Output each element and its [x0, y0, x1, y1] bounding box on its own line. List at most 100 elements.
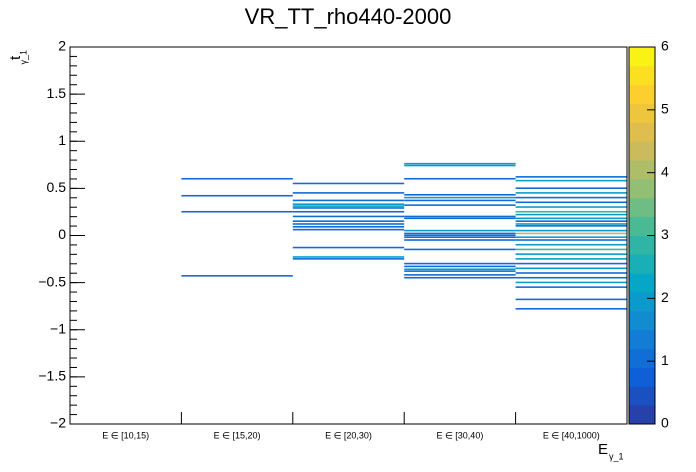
- heat-cell: [292, 205, 405, 207]
- heat-cell: [515, 281, 627, 284]
- heat-cell: [292, 215, 405, 218]
- heat-cell: [515, 179, 627, 182]
- heat-cell: [515, 267, 627, 270]
- heat-cell: [292, 210, 405, 213]
- colorbar-step: [629, 367, 655, 387]
- heat-cell: [404, 215, 516, 218]
- colorbar-step: [629, 254, 655, 274]
- y-axis-label-sub: γ_1: [18, 50, 28, 65]
- heat-cell: [515, 229, 627, 232]
- heat-cell: [404, 217, 516, 220]
- heat-cell: [404, 229, 516, 232]
- heat-cell: [404, 236, 516, 238]
- heat-cell: [515, 308, 627, 310]
- heat-cell: [404, 270, 516, 272]
- heat-cell: [404, 164, 516, 167]
- heat-cell: [515, 258, 627, 260]
- y-tick-label: 1.5: [47, 85, 67, 101]
- heat-cell: [404, 262, 516, 265]
- heat-cell: [292, 199, 405, 202]
- colorbar-step: [629, 273, 655, 293]
- colorbar-step: [629, 329, 655, 350]
- heat-cell: [404, 265, 516, 268]
- heat-cell: [404, 193, 516, 196]
- z-tick-label: 1: [661, 352, 669, 368]
- colorbar-step: [629, 141, 655, 161]
- heat-cell: [181, 194, 293, 197]
- y-axis-label: t: [7, 55, 24, 60]
- colorbar-step: [629, 47, 655, 67]
- x-tick-label: E ∈ [20,30): [325, 430, 372, 440]
- x-tick-label: E ∈ [30,40): [436, 430, 483, 440]
- colorbar-step: [629, 160, 655, 180]
- heat-cell: [404, 196, 516, 199]
- y-tick-label: −1.5: [38, 368, 66, 384]
- heat-cell: [515, 196, 627, 199]
- heat-cell: [515, 223, 627, 225]
- heat-cell: [515, 232, 627, 235]
- heat-cell: [404, 239, 516, 241]
- x-tick-label: E ∈ [10,15): [102, 430, 149, 440]
- x-axis-label-sub: γ_1: [609, 451, 624, 461]
- heat-cell: [515, 176, 627, 178]
- chart-title: VR_TT_rho440-2000: [245, 4, 452, 29]
- colorbar-step: [629, 197, 655, 218]
- heatmap-cells: [181, 162, 627, 310]
- heat-cell: [292, 226, 405, 228]
- z-tick-label: 3: [661, 226, 669, 242]
- heat-cell: [292, 258, 405, 260]
- heat-cell: [292, 223, 405, 225]
- heat-cell: [292, 256, 405, 258]
- heat-cell: [404, 276, 516, 279]
- heat-cell: [515, 239, 627, 241]
- heat-cell: [515, 276, 627, 279]
- y-axis-label-group: t γ_1: [7, 50, 28, 65]
- heat-cell: [404, 268, 516, 271]
- heat-cell: [404, 162, 516, 165]
- heat-cell: [404, 234, 516, 237]
- colorbar-step: [629, 348, 655, 368]
- y-tick-label: 2: [58, 38, 66, 54]
- heat-cell: [515, 225, 627, 227]
- heat-cell: [404, 204, 516, 206]
- z-tick-label: 5: [661, 101, 669, 117]
- heat-cell: [292, 192, 405, 194]
- z-tick-label: 0: [661, 415, 669, 431]
- z-tick-label: 6: [661, 38, 669, 54]
- colorbar-step: [629, 292, 655, 312]
- heat-cell: [292, 207, 405, 209]
- colorbar-step: [629, 216, 655, 236]
- z-tick-label: 2: [661, 289, 669, 305]
- colorbar-step: [629, 84, 655, 105]
- plot-frame: [69, 46, 628, 425]
- heat-cell: [292, 220, 405, 222]
- heat-cell: [515, 213, 627, 216]
- heat-cell: [515, 253, 627, 255]
- heat-cell: [515, 236, 627, 238]
- colorbar-step: [629, 122, 655, 142]
- heat-cell: [515, 286, 627, 288]
- heat-cell: [292, 228, 405, 231]
- heat-cell: [292, 182, 405, 185]
- y-tick-label: −1: [50, 320, 66, 336]
- colorbar-step: [629, 386, 655, 406]
- z-tick-label: 4: [661, 163, 669, 179]
- heat-cell: [404, 199, 516, 202]
- heat-cell: [515, 262, 627, 265]
- heat-cell: [515, 187, 627, 189]
- heat-cell: [181, 210, 293, 213]
- heat-cell: [515, 210, 627, 213]
- heat-cell: [181, 177, 293, 180]
- y-tick-label: −0.5: [38, 273, 66, 289]
- heat-cell: [515, 298, 627, 301]
- colorbar-step: [629, 405, 655, 425]
- heat-cell: [404, 232, 516, 235]
- y-tick-label: 1: [58, 132, 66, 148]
- heat-cell: [292, 203, 405, 205]
- heat-cell: [292, 246, 405, 249]
- heat-cell: [515, 217, 627, 220]
- colorbar-step: [629, 310, 655, 331]
- heat-cell: [404, 177, 516, 180]
- x-tick-label: E ∈ [15,20): [214, 430, 261, 440]
